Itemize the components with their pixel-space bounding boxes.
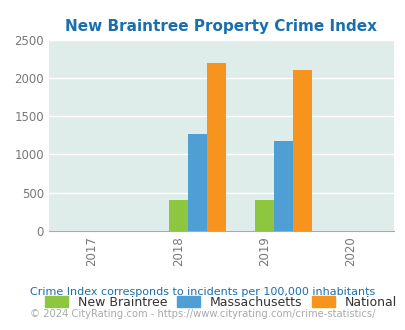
Bar	[187, 134, 206, 231]
Bar	[206, 63, 225, 231]
Bar	[254, 200, 273, 231]
Bar	[273, 141, 292, 231]
Bar	[168, 200, 187, 231]
Text: © 2024 CityRating.com - https://www.cityrating.com/crime-statistics/: © 2024 CityRating.com - https://www.city…	[30, 309, 375, 319]
Legend: New Braintree, Massachusetts, National: New Braintree, Massachusetts, National	[40, 291, 401, 314]
Title: New Braintree Property Crime Index: New Braintree Property Crime Index	[65, 19, 376, 34]
Text: Crime Index corresponds to incidents per 100,000 inhabitants: Crime Index corresponds to incidents per…	[30, 287, 375, 297]
Bar	[292, 70, 311, 231]
